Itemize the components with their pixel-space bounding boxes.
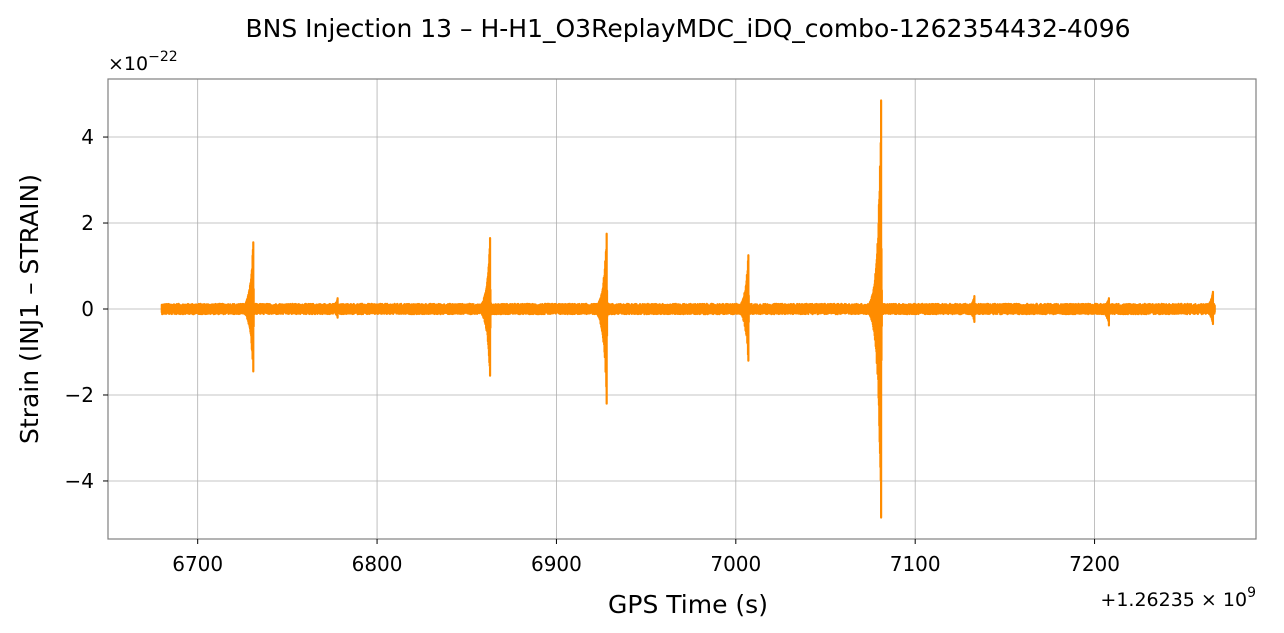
x-tick-label: 6900	[531, 552, 582, 576]
y-axis-label: Strain (INJ1 – STRAIN)	[15, 174, 44, 444]
x-tick-label: 6800	[352, 552, 403, 576]
strain-series-line	[160, 99, 1216, 519]
y-tick-label: −4	[65, 469, 94, 493]
y-tick-label: 4	[81, 125, 94, 149]
y-tick-label: 0	[81, 297, 94, 321]
y-tick-label: 2	[81, 211, 94, 235]
chart-title: BNS Injection 13 – H-H1_O3ReplayMDC_iDQ_…	[245, 14, 1130, 43]
y-scale-label: ×10−22	[108, 49, 178, 75]
series-group	[160, 99, 1216, 519]
y-tick-label: −2	[65, 383, 94, 407]
x-tick-label: 7200	[1069, 552, 1120, 576]
x-tick-label: 6700	[172, 552, 223, 576]
x-offset-label: +1.26235 × 109	[1100, 585, 1256, 611]
x-tick-label: 7100	[890, 552, 941, 576]
x-axis-label: GPS Time (s)	[608, 590, 768, 619]
axis-ticks: 6700 6800 6900 7000 7100 7200 −4 −2 0 2 4	[65, 125, 1121, 576]
x-tick-label: 7000	[710, 552, 761, 576]
